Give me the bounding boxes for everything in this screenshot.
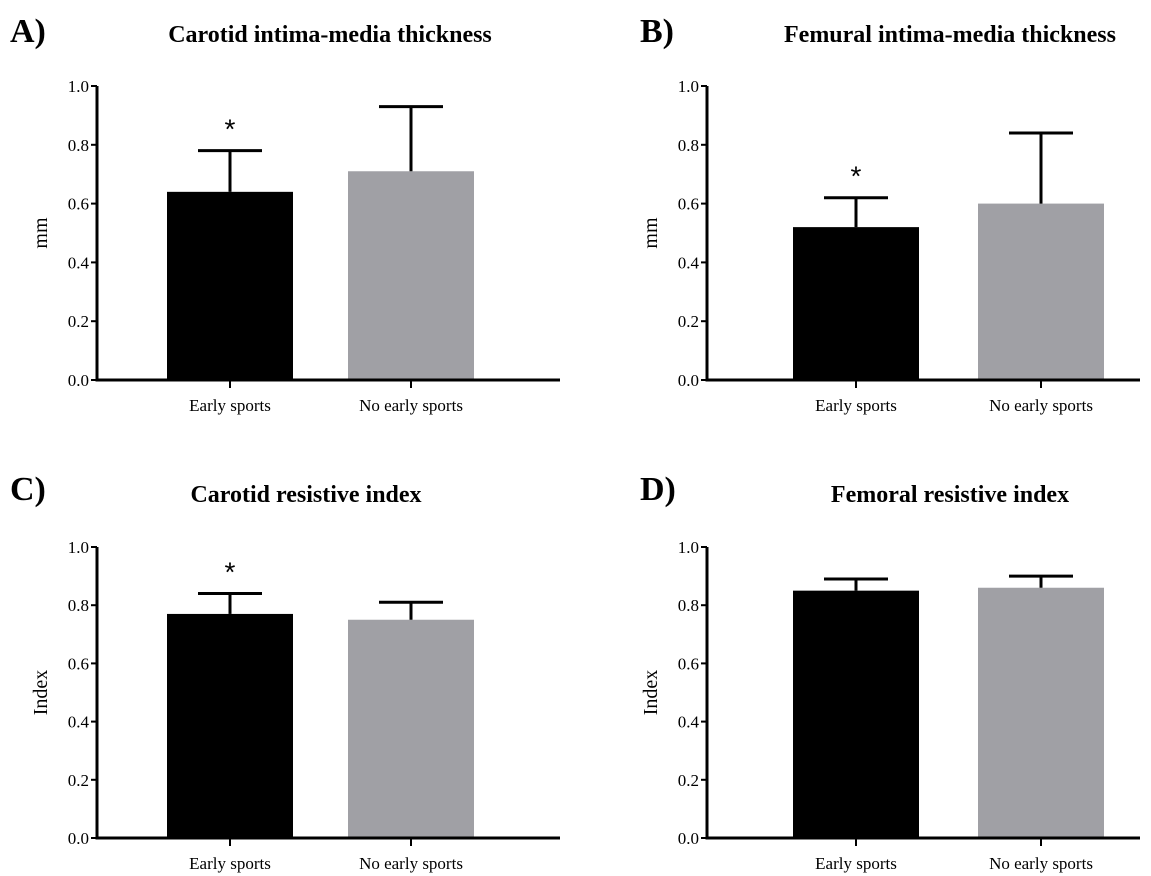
significance-marker: * [851,161,862,192]
bar [793,590,919,838]
panel-label: C) [10,471,46,508]
y-tick-label: 0.6 [68,195,89,214]
chart-title: Femural intima-media thickness [784,22,1116,48]
y-tick-label: 0.0 [68,371,89,390]
chart-title: Femoral resistive index [831,482,1069,508]
y-tick-label: 0.2 [678,312,699,331]
bar [348,171,474,380]
x-tick-label: Early sports [815,854,897,873]
y-axis-label: Index [640,670,662,716]
y-tick-label: 1.0 [68,77,89,96]
y-tick-label: 0.6 [678,654,699,673]
y-tick-label: 0.6 [678,195,699,214]
y-tick-label: 0.4 [68,713,90,732]
y-tick-label: 0.6 [68,654,89,673]
bar [167,191,293,380]
y-tick-label: 0.2 [68,771,89,790]
x-tick-label: Early sports [189,854,271,873]
y-tick-label: 0.0 [678,371,699,390]
x-tick-label: Early sports [815,396,897,415]
x-tick-label: No early sports [359,396,463,415]
y-tick-label: 0.0 [678,829,699,848]
y-tick-label: 0.4 [678,253,700,272]
y-axis-label: mm [30,217,52,249]
y-tick-label: 0.8 [678,136,699,155]
bar [348,619,474,838]
panel-label: D) [640,471,676,508]
y-tick-label: 0.0 [68,829,89,848]
y-tick-label: 1.0 [678,538,699,557]
y-tick-label: 0.2 [68,312,89,331]
y-tick-label: 1.0 [68,538,89,557]
y-tick-label: 0.4 [678,713,700,732]
y-tick-label: 0.8 [678,596,699,615]
y-tick-label: 0.4 [68,253,90,272]
x-tick-label: No early sports [989,854,1093,873]
y-axis-label: mm [640,217,662,249]
panel-label: B) [640,13,674,50]
chart-title: Carotid resistive index [190,482,421,508]
bar [793,227,919,380]
bar [167,613,293,838]
bar [978,587,1104,838]
significance-marker: * [225,114,236,145]
bar [978,203,1104,380]
x-tick-label: No early sports [989,396,1093,415]
significance-marker: * [225,557,236,588]
panel-label: A) [10,13,46,50]
x-tick-label: Early sports [189,396,271,415]
y-axis-label: Index [30,670,52,716]
y-tick-label: 0.8 [68,136,89,155]
y-tick-label: 0.8 [68,596,89,615]
y-tick-label: 1.0 [678,77,699,96]
x-tick-label: No early sports [359,854,463,873]
y-tick-label: 0.2 [678,771,699,790]
chart-title: Carotid intima-media thickness [168,22,492,48]
